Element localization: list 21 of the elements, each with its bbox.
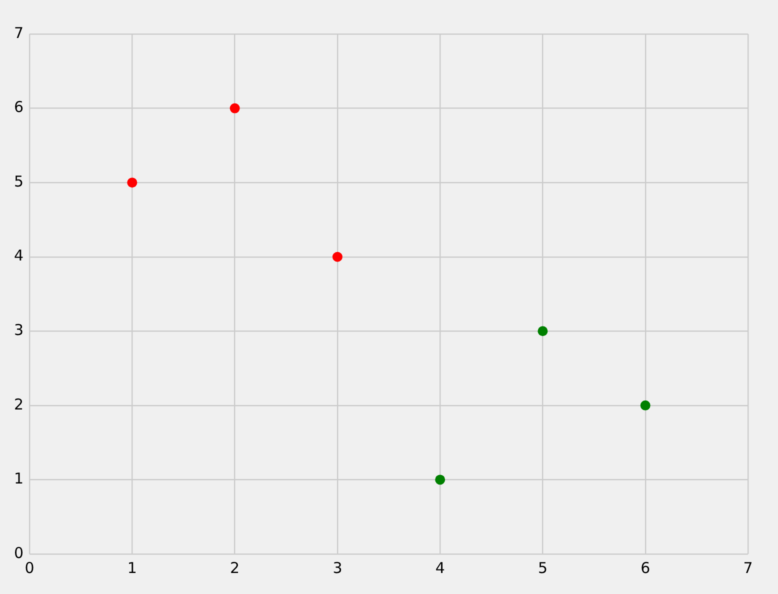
y-tick-label: 2: [14, 395, 24, 414]
y-tick-label: 1: [14, 470, 24, 488]
x-tick-label: 2: [230, 558, 240, 577]
y-tick-label: 6: [14, 98, 24, 116]
y-tick-label: 3: [14, 321, 24, 340]
y-tick-label: 4: [14, 246, 24, 265]
point: [435, 474, 446, 485]
y-tick-label: 0: [14, 544, 24, 562]
y-tick-label: 7: [14, 24, 24, 42]
point: [640, 400, 650, 410]
x-tick-label: 6: [640, 558, 650, 577]
x-tick-label: 1: [127, 558, 137, 577]
point: [127, 178, 138, 188]
y-tick-label: 5: [14, 172, 24, 190]
point: [538, 326, 548, 336]
point: [332, 252, 342, 262]
x-tick-label: 4: [435, 558, 445, 577]
x-tick-label: 7: [743, 558, 753, 577]
x-tick-label: 5: [538, 558, 548, 577]
x-tick-label: 3: [332, 558, 342, 577]
point: [230, 103, 240, 114]
